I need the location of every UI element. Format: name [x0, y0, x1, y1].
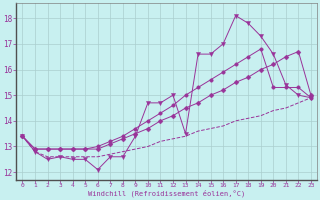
X-axis label: Windchill (Refroidissement éolien,°C): Windchill (Refroidissement éolien,°C) [88, 190, 245, 197]
